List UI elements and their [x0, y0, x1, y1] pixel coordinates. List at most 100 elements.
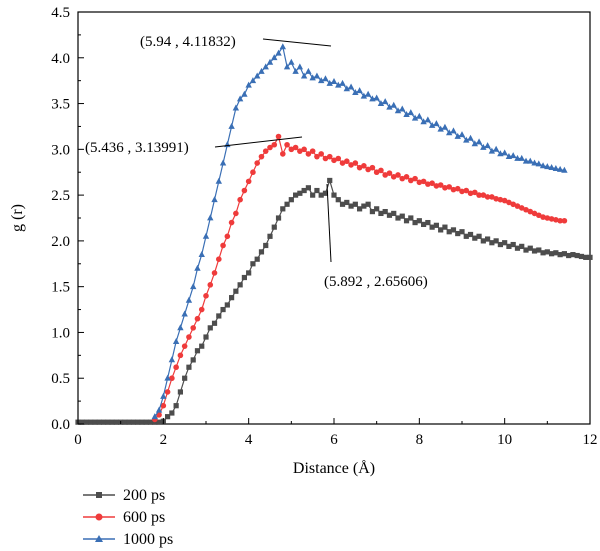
data-point: [113, 419, 119, 425]
data-point: [211, 320, 218, 326]
data-point: [442, 224, 448, 230]
data-point: [365, 201, 371, 207]
data-point: [407, 109, 414, 116]
data-point: [373, 169, 380, 176]
data-point: [190, 357, 196, 363]
data-point: [301, 187, 307, 194]
data-point: [570, 252, 576, 258]
data-point: [429, 224, 435, 230]
x-axis: 0 2 4 6 8 10 12: [74, 418, 598, 448]
data-point: [275, 49, 282, 56]
data-point: [147, 419, 154, 425]
data-point: [535, 160, 542, 167]
data-point: [126, 419, 132, 425]
data-point: [544, 163, 551, 170]
data-point: [156, 419, 162, 425]
data-point: [330, 77, 338, 84]
data-point: [160, 402, 167, 409]
data-point: [186, 364, 192, 370]
plot-area: [77, 11, 591, 425]
data-point: [241, 274, 247, 281]
data-point: [395, 172, 401, 178]
data-point: [280, 151, 286, 157]
data-point: [181, 343, 188, 349]
data-point: [241, 187, 248, 194]
data-point: [540, 250, 546, 256]
data-point: [296, 63, 304, 70]
data-point: [288, 197, 294, 203]
data-point: [458, 131, 466, 138]
data-point: [437, 125, 444, 132]
data-point: [284, 201, 290, 207]
data-point: [173, 403, 179, 409]
data-point: [139, 419, 145, 425]
data-point: [420, 118, 427, 125]
data-point: [450, 186, 457, 193]
y-tick-label: 2.0: [51, 234, 70, 250]
data-point: [484, 142, 491, 149]
data-point: [403, 110, 410, 117]
data-point: [446, 229, 452, 235]
data-point: [318, 77, 325, 84]
data-point: [454, 132, 461, 139]
data-point: [169, 375, 175, 382]
data-point: [501, 197, 508, 204]
data-point: [216, 256, 222, 263]
data-point: [493, 238, 499, 244]
x-tick-label: 4: [245, 432, 253, 448]
data-point: [300, 72, 308, 79]
legend-marker-200ps: [96, 492, 102, 498]
data-point: [335, 197, 341, 203]
data-point: [155, 406, 163, 413]
data-point: [233, 288, 239, 294]
data-point: [399, 105, 406, 112]
data-point: [202, 232, 210, 239]
data-point: [459, 188, 465, 195]
data-point: [446, 184, 453, 190]
data-point: [279, 43, 286, 50]
data-point: [518, 205, 525, 211]
x-tick-label: 10: [497, 432, 512, 448]
legend-label-200ps: 200 ps: [123, 487, 165, 504]
y-tick-label: 3.5: [51, 97, 70, 113]
data-point: [322, 75, 329, 82]
data-point: [531, 159, 538, 166]
data-point: [514, 203, 521, 209]
data-point: [164, 374, 171, 381]
data-point: [472, 189, 478, 196]
data-point: [497, 241, 503, 248]
data-point: [348, 162, 354, 168]
data-point: [408, 177, 414, 184]
legend-label-600ps: 600 ps: [123, 509, 165, 526]
data-point: [518, 154, 525, 161]
data-point: [408, 215, 414, 221]
x-tick-label: 0: [74, 432, 82, 448]
data-point: [271, 224, 277, 230]
series-1000ps: [151, 43, 568, 420]
data-point: [442, 184, 448, 191]
data-point: [514, 154, 521, 161]
data-point: [331, 192, 337, 198]
data-point: [258, 67, 265, 74]
data-point: [211, 196, 218, 203]
data-point: [267, 144, 273, 151]
data-point: [390, 174, 397, 180]
data-point: [241, 90, 248, 97]
data-point: [361, 203, 367, 209]
data-point: [194, 315, 201, 322]
data-point: [322, 155, 329, 162]
data-point: [463, 187, 470, 194]
data-point: [459, 229, 465, 235]
data-point: [168, 356, 176, 363]
data-point: [433, 120, 440, 127]
data-point: [331, 157, 337, 164]
data-point: [151, 413, 158, 420]
data-point: [254, 256, 260, 262]
data-point: [378, 210, 384, 217]
data-point: [177, 324, 184, 331]
data-point: [536, 247, 542, 253]
data-point: [267, 233, 273, 239]
data-point: [237, 196, 243, 203]
data-point: [143, 419, 149, 425]
